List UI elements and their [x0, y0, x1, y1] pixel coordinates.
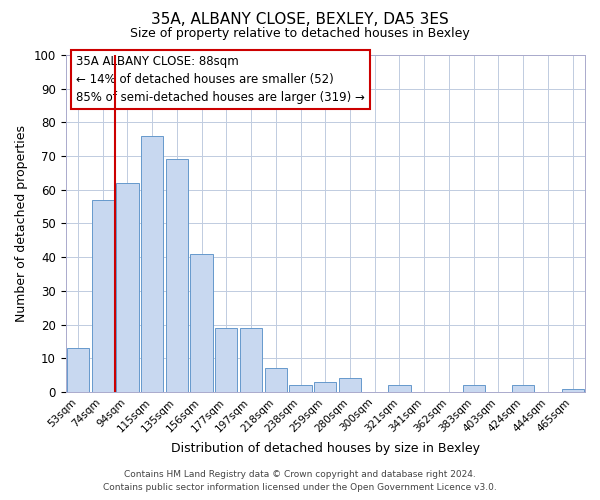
Text: 35A ALBANY CLOSE: 88sqm
← 14% of detached houses are smaller (52)
85% of semi-de: 35A ALBANY CLOSE: 88sqm ← 14% of detache… — [76, 55, 365, 104]
Bar — [339, 378, 361, 392]
X-axis label: Distribution of detached houses by size in Bexley: Distribution of detached houses by size … — [171, 442, 480, 455]
Bar — [141, 136, 163, 392]
Bar — [463, 385, 485, 392]
Bar — [265, 368, 287, 392]
Text: Contains HM Land Registry data © Crown copyright and database right 2024.
Contai: Contains HM Land Registry data © Crown c… — [103, 470, 497, 492]
Bar — [166, 160, 188, 392]
Bar — [92, 200, 114, 392]
Bar — [289, 385, 311, 392]
Y-axis label: Number of detached properties: Number of detached properties — [15, 125, 28, 322]
Bar — [67, 348, 89, 392]
Bar — [190, 254, 213, 392]
Bar — [240, 328, 262, 392]
Bar — [388, 385, 410, 392]
Bar — [562, 388, 584, 392]
Bar — [512, 385, 534, 392]
Text: 35A, ALBANY CLOSE, BEXLEY, DA5 3ES: 35A, ALBANY CLOSE, BEXLEY, DA5 3ES — [151, 12, 449, 28]
Text: Size of property relative to detached houses in Bexley: Size of property relative to detached ho… — [130, 28, 470, 40]
Bar — [314, 382, 337, 392]
Bar — [116, 183, 139, 392]
Bar — [215, 328, 238, 392]
